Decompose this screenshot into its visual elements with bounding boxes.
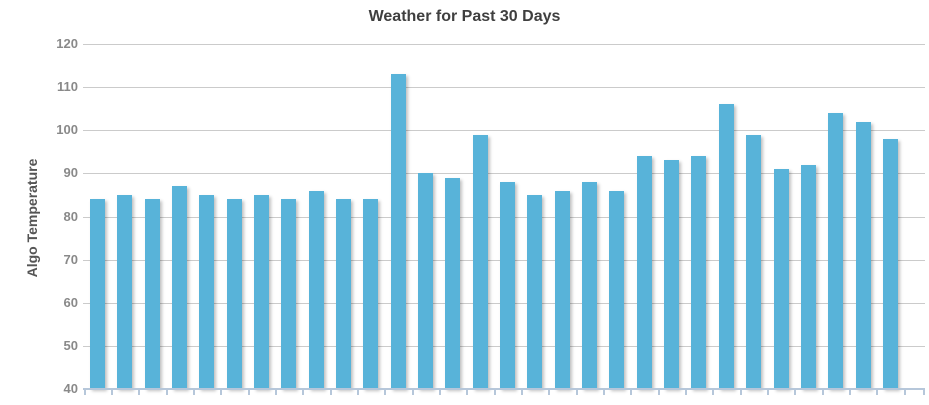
x-axis-tick xyxy=(411,390,414,395)
chart-title: Weather for Past 30 Days xyxy=(368,8,561,25)
bar[interactable] xyxy=(363,199,379,389)
y-axis-tick-label: 70 xyxy=(63,251,78,267)
bar[interactable] xyxy=(226,199,242,389)
x-axis-tick xyxy=(302,390,305,395)
bar[interactable] xyxy=(855,121,871,389)
x-axis-tick xyxy=(903,390,906,395)
bar[interactable] xyxy=(500,182,516,389)
bar[interactable] xyxy=(281,199,297,389)
x-axis-tick xyxy=(821,390,824,395)
x-axis-tick xyxy=(684,390,687,395)
gridline xyxy=(83,87,925,89)
y-axis-tick-label: 40 xyxy=(63,381,78,396)
x-axis-tick xyxy=(602,390,605,395)
bar[interactable] xyxy=(254,194,270,389)
y-axis-tick-label: 80 xyxy=(63,208,78,224)
bar[interactable] xyxy=(445,177,461,389)
y-axis-tick-label: 100 xyxy=(56,122,78,138)
bar[interactable] xyxy=(117,194,133,389)
y-axis-tick-label: 60 xyxy=(63,294,78,310)
bar[interactable] xyxy=(336,199,352,389)
bar[interactable] xyxy=(828,113,844,389)
bar[interactable] xyxy=(90,199,105,389)
bar[interactable] xyxy=(664,160,680,389)
x-axis-tick xyxy=(794,390,797,395)
x-axis-tick xyxy=(849,390,852,395)
bar[interactable] xyxy=(144,199,160,389)
plot-area xyxy=(83,44,925,395)
x-axis-tick xyxy=(466,390,469,395)
x-axis-tick xyxy=(220,390,223,395)
bar[interactable] xyxy=(746,134,762,389)
bar[interactable] xyxy=(882,138,898,389)
x-axis-tick xyxy=(356,390,359,395)
x-axis-tick xyxy=(438,390,441,395)
x-axis-tick xyxy=(138,390,141,395)
x-axis-tick xyxy=(274,390,277,395)
bar[interactable] xyxy=(418,173,434,389)
x-axis-tick xyxy=(329,390,332,395)
x-axis-line xyxy=(83,388,925,390)
bar[interactable] xyxy=(773,169,789,389)
x-axis-tick xyxy=(165,390,168,395)
x-axis-tick xyxy=(548,390,551,395)
x-axis-tick xyxy=(493,390,496,395)
bar[interactable] xyxy=(472,134,488,389)
x-axis-tick xyxy=(657,390,660,395)
x-axis-tick xyxy=(630,390,633,395)
bar[interactable] xyxy=(609,190,625,389)
x-axis-tick xyxy=(110,390,113,395)
bar[interactable] xyxy=(172,186,188,389)
bar[interactable] xyxy=(718,104,734,389)
x-axis-end-tick xyxy=(923,390,925,395)
x-axis-tick xyxy=(384,390,387,395)
bar[interactable] xyxy=(554,190,570,389)
x-axis-tick xyxy=(767,390,769,395)
x-axis-tick xyxy=(247,390,250,395)
bar[interactable] xyxy=(308,190,324,389)
x-axis-tick xyxy=(83,390,86,395)
bar[interactable] xyxy=(636,156,652,389)
x-axis-tick xyxy=(575,390,578,395)
y-axis-tick-label: 50 xyxy=(63,337,78,353)
x-axis-tick xyxy=(739,390,742,395)
bar[interactable] xyxy=(199,194,215,389)
y-axis-tick-label: 110 xyxy=(57,79,78,95)
x-axis-tick xyxy=(876,390,879,395)
gridline xyxy=(83,44,925,45)
x-axis-tick xyxy=(520,390,523,395)
bar[interactable] xyxy=(800,164,816,389)
y-axis-tick-label: 90 xyxy=(63,165,78,181)
bar[interactable] xyxy=(527,194,543,389)
y-axis-title: Algo Temperature xyxy=(24,158,40,278)
bar[interactable] xyxy=(691,156,707,389)
x-axis-tick xyxy=(712,390,715,395)
gridline xyxy=(83,173,925,175)
bar[interactable] xyxy=(390,74,406,389)
gridline xyxy=(83,130,925,132)
bar[interactable] xyxy=(582,182,598,389)
x-axis-tick xyxy=(192,390,195,395)
y-axis-tick-label: 120 xyxy=(56,36,78,51)
